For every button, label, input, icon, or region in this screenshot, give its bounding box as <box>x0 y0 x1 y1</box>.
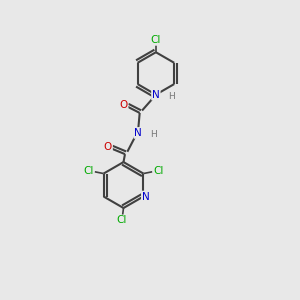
Text: Cl: Cl <box>151 35 161 45</box>
Text: N: N <box>152 90 160 100</box>
Text: Cl: Cl <box>117 215 127 225</box>
Text: Cl: Cl <box>83 166 94 176</box>
Text: O: O <box>119 100 128 110</box>
Text: N: N <box>142 191 150 202</box>
Text: H: H <box>168 92 175 101</box>
Text: N: N <box>134 128 142 138</box>
Text: H: H <box>150 130 157 139</box>
Text: O: O <box>104 142 112 152</box>
Text: Cl: Cl <box>154 166 164 176</box>
